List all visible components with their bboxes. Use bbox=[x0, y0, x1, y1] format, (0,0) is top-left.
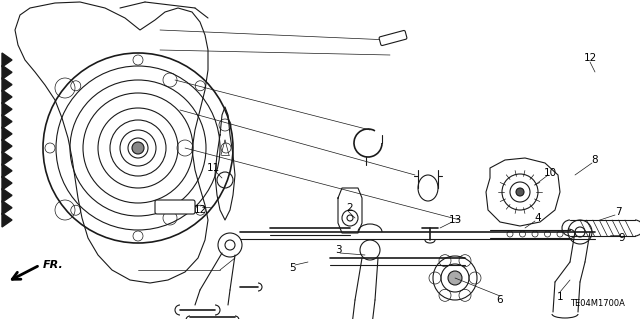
Text: 2: 2 bbox=[347, 203, 353, 213]
Text: 7: 7 bbox=[614, 207, 621, 217]
Polygon shape bbox=[2, 78, 12, 92]
Polygon shape bbox=[2, 102, 12, 116]
Text: 3: 3 bbox=[335, 245, 341, 255]
Text: 9: 9 bbox=[619, 233, 625, 243]
Polygon shape bbox=[2, 201, 12, 215]
Text: 6: 6 bbox=[497, 295, 503, 305]
Text: 4: 4 bbox=[534, 213, 541, 223]
Text: 12: 12 bbox=[193, 205, 207, 215]
Text: 10: 10 bbox=[543, 168, 557, 178]
Text: TE04M1700A: TE04M1700A bbox=[570, 299, 625, 308]
Circle shape bbox=[516, 188, 524, 196]
Polygon shape bbox=[2, 139, 12, 153]
Text: 12: 12 bbox=[584, 53, 596, 63]
Polygon shape bbox=[2, 152, 12, 166]
Text: 5: 5 bbox=[289, 263, 295, 273]
Polygon shape bbox=[2, 53, 12, 67]
Polygon shape bbox=[2, 115, 12, 129]
Text: 13: 13 bbox=[449, 215, 461, 225]
Text: FR.: FR. bbox=[43, 260, 64, 270]
Text: 11: 11 bbox=[206, 163, 220, 173]
Text: 8: 8 bbox=[592, 155, 598, 165]
Polygon shape bbox=[2, 164, 12, 178]
FancyBboxPatch shape bbox=[155, 200, 195, 214]
FancyBboxPatch shape bbox=[379, 31, 407, 46]
Polygon shape bbox=[2, 127, 12, 141]
Circle shape bbox=[132, 142, 144, 154]
Text: 1: 1 bbox=[557, 292, 563, 302]
Circle shape bbox=[448, 271, 462, 285]
Polygon shape bbox=[2, 65, 12, 79]
Polygon shape bbox=[2, 90, 12, 104]
Polygon shape bbox=[2, 189, 12, 202]
Polygon shape bbox=[2, 176, 12, 190]
Polygon shape bbox=[2, 213, 12, 227]
